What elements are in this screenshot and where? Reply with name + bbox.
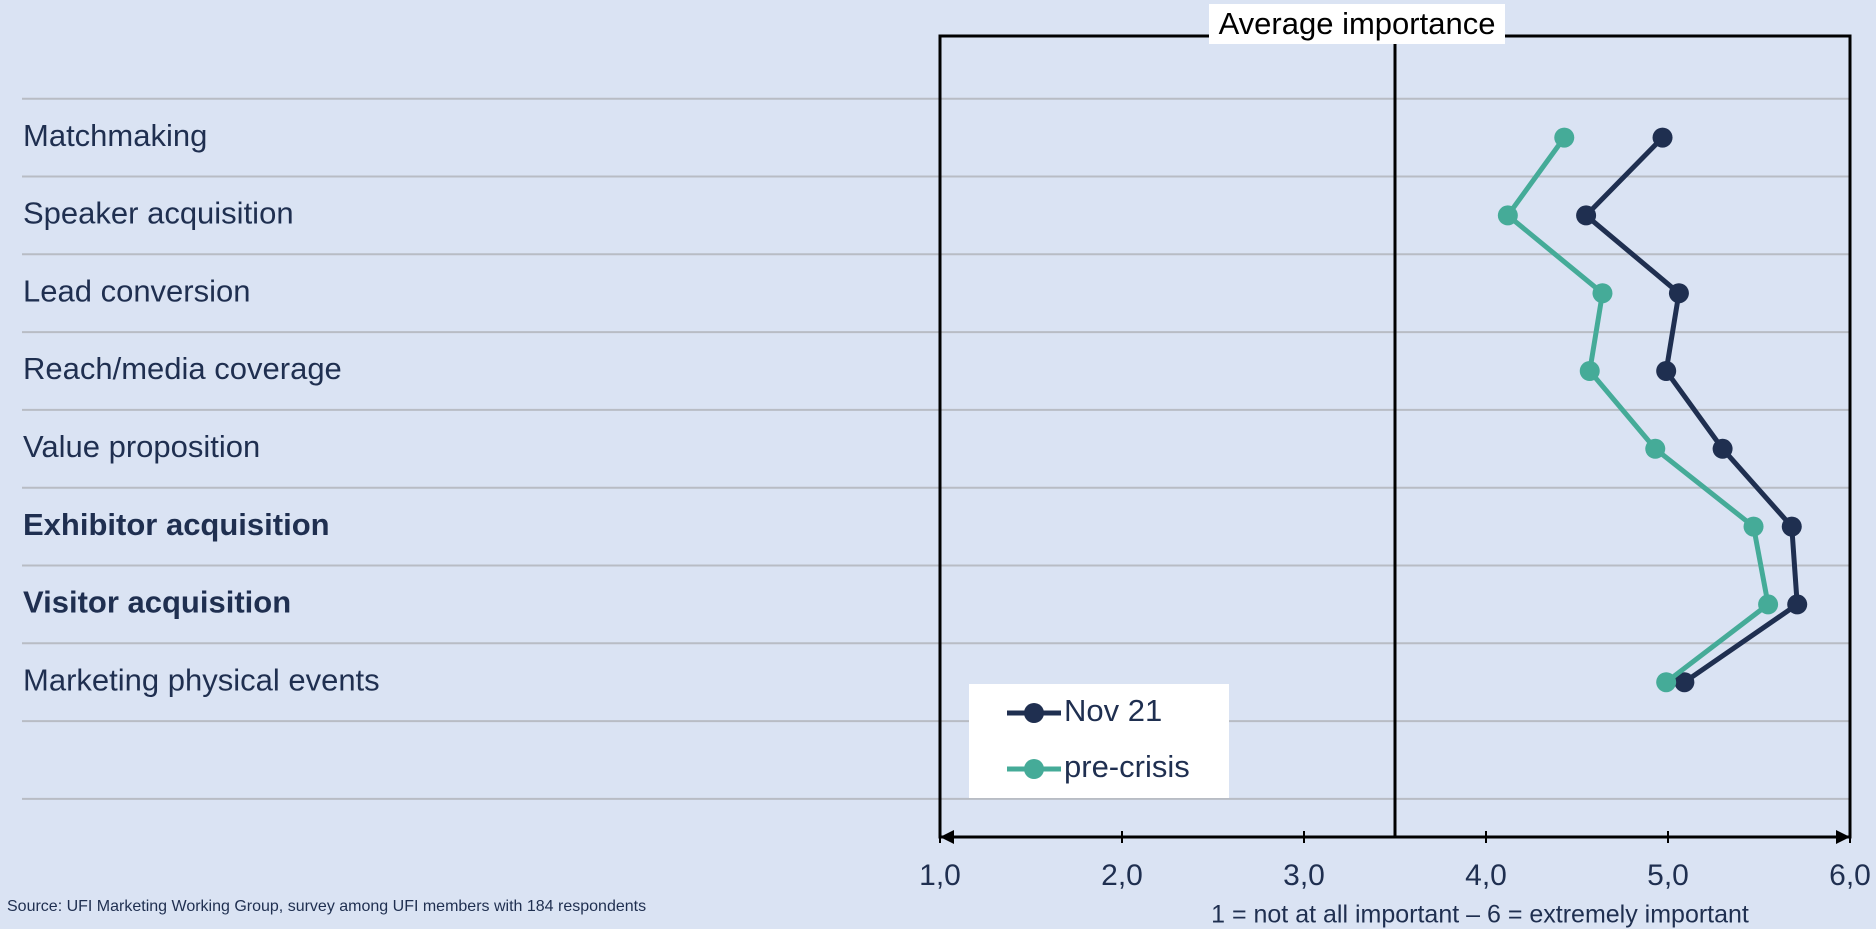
legend-box bbox=[969, 684, 1229, 798]
data-point bbox=[1668, 283, 1689, 304]
data-point bbox=[1743, 516, 1764, 537]
axis-arrow bbox=[940, 830, 954, 844]
data-point bbox=[1781, 516, 1802, 537]
data-point bbox=[1787, 594, 1808, 615]
category-label: Visitor acquisition bbox=[23, 585, 291, 620]
x-tick-label: 6,0 bbox=[1829, 859, 1871, 892]
category-label: Value proposition bbox=[23, 429, 260, 464]
category-label: Exhibitor acquisition bbox=[23, 507, 330, 542]
data-point bbox=[1652, 127, 1673, 148]
data-point bbox=[1758, 594, 1779, 615]
axis-arrow bbox=[1836, 830, 1850, 844]
x-tick-label: 3,0 bbox=[1283, 859, 1325, 892]
x-tick-label: 2,0 bbox=[1101, 859, 1143, 892]
title-box bbox=[1209, 4, 1505, 44]
category-label: Lead conversion bbox=[23, 273, 251, 308]
legend-label: pre-crisis bbox=[1064, 749, 1190, 784]
x-tick-label: 5,0 bbox=[1647, 859, 1689, 892]
category-label: Speaker acquisition bbox=[23, 196, 294, 231]
x-axis-label: 1 = not at all important – 6 = extremely… bbox=[1211, 901, 1749, 929]
data-point bbox=[1579, 361, 1600, 381]
legend-label: Nov 21 bbox=[1064, 693, 1162, 728]
data-point bbox=[1554, 127, 1575, 148]
x-tick-label: 1,0 bbox=[919, 859, 961, 892]
data-point bbox=[1656, 672, 1677, 693]
category-label: Marketing physical events bbox=[23, 662, 380, 697]
series-line bbox=[1582, 135, 1800, 685]
data-point bbox=[1497, 205, 1518, 226]
legend-marker bbox=[1024, 703, 1044, 723]
data-point bbox=[1674, 672, 1695, 693]
category-label: Reach/media coverage bbox=[23, 351, 342, 386]
data-point bbox=[1576, 205, 1597, 226]
chart-title: Average importance bbox=[1219, 6, 1496, 41]
x-tick-label: 4,0 bbox=[1465, 859, 1507, 892]
source-note: Source: UFI Marketing Working Group, sur… bbox=[7, 898, 646, 915]
data-point bbox=[1656, 361, 1677, 381]
legend-marker bbox=[1024, 759, 1044, 779]
series-line bbox=[1504, 136, 1771, 685]
data-point bbox=[1712, 438, 1733, 459]
data-point bbox=[1645, 438, 1666, 459]
data-point bbox=[1592, 283, 1613, 304]
category-label: Matchmaking bbox=[23, 118, 207, 153]
